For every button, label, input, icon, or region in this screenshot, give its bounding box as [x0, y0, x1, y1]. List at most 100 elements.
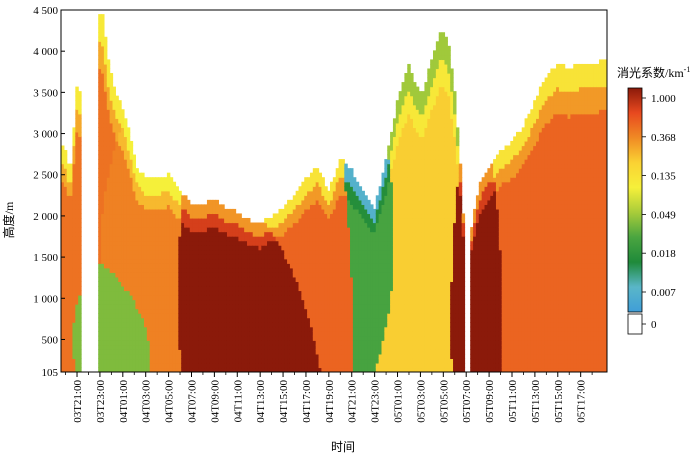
heatmap-cell — [318, 326, 323, 332]
heatmap-cell — [149, 190, 154, 196]
heatmap-cell — [387, 349, 391, 355]
heatmap-cell — [103, 267, 108, 273]
heatmap-cell — [315, 299, 320, 305]
heatmap-cell — [169, 290, 174, 296]
heatmap-cell — [129, 159, 134, 165]
heatmap-cell — [106, 140, 111, 147]
heatmap-cell — [98, 367, 102, 372]
heatmap-cell — [329, 186, 334, 192]
heatmap-cell — [392, 349, 397, 355]
heatmap-cell — [115, 159, 119, 165]
heatmap-cell — [61, 340, 65, 346]
heatmap-cell — [289, 335, 294, 341]
heatmap-cell — [390, 254, 394, 260]
heatmap-cell — [98, 304, 102, 310]
heatmap-cell — [141, 231, 145, 237]
heatmap-cell — [355, 294, 360, 301]
heatmap-cell — [178, 290, 182, 296]
heatmap-cell — [152, 285, 157, 292]
heatmap-cell — [338, 294, 343, 301]
heatmap-cell — [72, 168, 76, 174]
heatmap-cell — [312, 222, 317, 228]
heatmap-cell — [281, 208, 285, 215]
heatmap-cell — [381, 294, 385, 301]
heatmap-cell — [135, 222, 139, 228]
heatmap-cell — [267, 267, 271, 273]
heatmap-cell — [106, 340, 111, 346]
heatmap-cell — [189, 240, 194, 246]
heatmap-cell — [350, 290, 354, 296]
heatmap-cell — [106, 367, 111, 372]
heatmap-cell — [381, 367, 385, 372]
heatmap-cell — [372, 326, 377, 332]
heatmap-cell — [315, 290, 320, 296]
heatmap-cell — [381, 349, 385, 355]
heatmap-cell — [175, 285, 179, 292]
heatmap-cell — [112, 249, 116, 255]
heatmap-cell — [158, 231, 162, 237]
heatmap-cell — [184, 290, 188, 296]
heatmap-cell — [201, 272, 205, 278]
heatmap-cell — [221, 217, 225, 224]
heatmap-cell — [109, 195, 114, 201]
heatmap-cell — [390, 231, 394, 237]
heatmap-cell — [63, 331, 68, 337]
heatmap-cell — [178, 199, 182, 205]
heatmap-cell — [178, 294, 182, 301]
heatmap-cell — [106, 317, 111, 323]
heatmap-cell — [304, 177, 308, 183]
heatmap-cell — [358, 367, 363, 372]
heatmap-cell — [387, 145, 391, 151]
heatmap-cell — [370, 349, 374, 355]
heatmap-cell — [118, 240, 122, 246]
heatmap-cell — [164, 362, 168, 369]
heatmap-cell — [232, 285, 237, 292]
heatmap-cell — [172, 249, 177, 255]
heatmap-cell — [115, 95, 119, 101]
heatmap-cell — [129, 263, 134, 269]
heatmap-cell — [226, 294, 231, 301]
heatmap-cell — [347, 344, 351, 350]
heatmap-cell — [295, 353, 300, 360]
heatmap-cell — [118, 304, 122, 310]
heatmap-cell — [329, 290, 334, 296]
heatmap-cell — [347, 168, 351, 174]
heatmap-cell — [143, 186, 148, 192]
heatmap-cell — [324, 263, 328, 269]
heatmap-cell — [72, 222, 76, 228]
heatmap-cell — [358, 285, 363, 292]
heatmap-cell — [63, 313, 68, 319]
heatmap-cell — [121, 172, 125, 178]
heatmap-cell — [275, 362, 280, 369]
heatmap-cell — [192, 217, 197, 224]
heatmap-cell — [295, 335, 300, 341]
heatmap-cell — [287, 308, 291, 314]
heatmap-cell — [206, 331, 211, 337]
heatmap-cell — [138, 294, 142, 301]
heatmap-cell — [115, 263, 119, 269]
heatmap-cell — [255, 317, 260, 323]
heatmap-cell — [161, 190, 165, 196]
heatmap-cell — [198, 263, 202, 269]
heatmap-cell — [332, 195, 337, 201]
heatmap-cell — [186, 285, 191, 292]
heatmap-cell — [78, 227, 82, 233]
heatmap-cell — [138, 362, 142, 369]
heatmap-cell — [315, 186, 320, 192]
heatmap-cell — [324, 186, 328, 192]
heatmap-cell — [72, 131, 76, 138]
heatmap-cell — [315, 172, 320, 178]
heatmap-cell — [298, 331, 302, 337]
heatmap-cell — [141, 299, 145, 305]
heatmap-cell — [123, 172, 128, 178]
heatmap-cell — [261, 304, 265, 310]
heatmap-cell — [390, 195, 394, 201]
heatmap-cell — [344, 349, 348, 355]
heatmap-cell — [112, 353, 116, 360]
heatmap-cell — [221, 208, 225, 215]
heatmap-cell — [198, 222, 202, 228]
heatmap-cell — [338, 240, 343, 246]
heatmap-cell — [364, 240, 368, 246]
heatmap-cell — [355, 199, 360, 205]
heatmap-cell — [101, 217, 105, 224]
